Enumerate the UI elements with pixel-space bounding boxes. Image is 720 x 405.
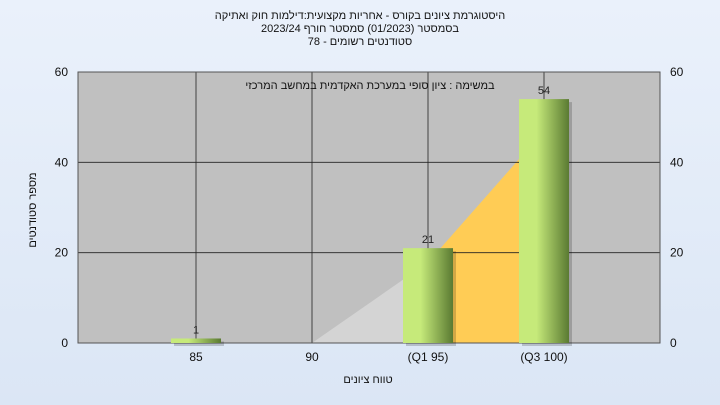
data-label: 1 bbox=[193, 324, 199, 336]
y-tick-label: 40 bbox=[55, 155, 69, 169]
y2-tick-label: 60 bbox=[670, 65, 684, 79]
chart-title: היסטוגרמת ציונים בקורס - אחריות מקצועית:… bbox=[0, 10, 720, 49]
bar bbox=[403, 248, 453, 343]
bar bbox=[171, 338, 221, 343]
bar bbox=[519, 99, 569, 343]
y-tick-label: 0 bbox=[61, 336, 68, 350]
x-axis-label: טווח ציונים bbox=[343, 374, 393, 386]
plot-area bbox=[78, 72, 660, 343]
y2-tick-label: 40 bbox=[670, 155, 684, 169]
x-tick-label: (Q1 95) bbox=[408, 350, 449, 364]
y-tick-label: 60 bbox=[55, 65, 69, 79]
cumulative-area-gray bbox=[312, 262, 428, 343]
data-label: 54 bbox=[538, 85, 550, 97]
chart-annotation: במשימה : ציון סופי במערכת האקדמית במחשב … bbox=[245, 80, 495, 92]
cumulative-area-fill bbox=[428, 130, 544, 343]
y2-tick-label: 0 bbox=[670, 336, 677, 350]
y-axis-label: מספר סטודנטים bbox=[27, 172, 39, 248]
y-tick-label: 20 bbox=[55, 246, 69, 260]
x-tick-label: (Q3 100) bbox=[520, 350, 567, 364]
title-line-2: בסמסטר (01/2023) סמסטר חורף 2023/24 bbox=[260, 23, 460, 35]
bar-shadow bbox=[174, 341, 224, 346]
y2-tick-label: 20 bbox=[670, 246, 684, 260]
plot-frame bbox=[77, 71, 661, 344]
data-label: 21 bbox=[422, 234, 434, 246]
title-line-3: סטודנטים רשומים - 78 bbox=[307, 36, 413, 48]
title-line-1: היסטוגרמת ציונים בקורס - אחריות מקצועית:… bbox=[214, 10, 506, 22]
x-tick-label: 90 bbox=[305, 350, 319, 364]
x-tick-label: 85 bbox=[189, 350, 203, 364]
